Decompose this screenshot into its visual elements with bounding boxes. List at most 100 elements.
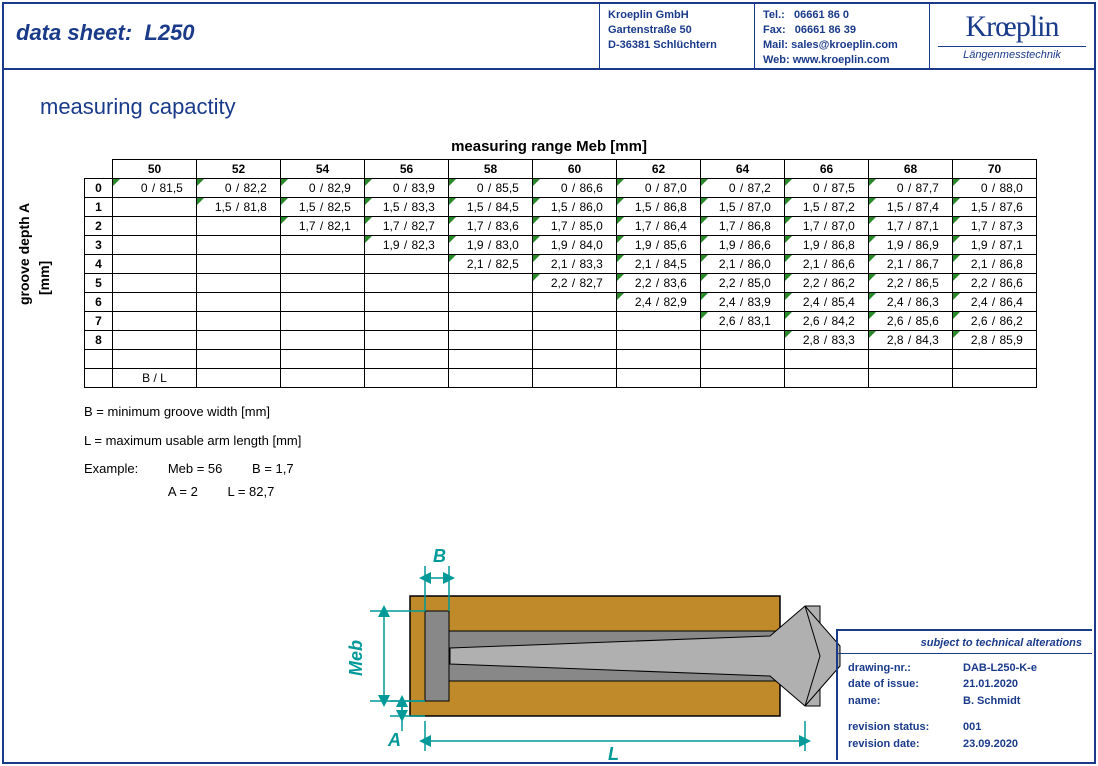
note-b: B = minimum groove width [mm] (84, 398, 1058, 427)
table-cell: 2,1/83,3 (533, 255, 617, 274)
table-cell: 2,1/82,5 (449, 255, 533, 274)
table-cell (113, 312, 197, 331)
table-cell (113, 331, 197, 350)
header: data sheet: L250 Kroeplin GmbH Gartenstr… (4, 4, 1094, 70)
table-cell: 2,4/86,3 (869, 293, 953, 312)
table-cell (281, 331, 365, 350)
table-cell: 1,5/87,4 (869, 198, 953, 217)
table-cell: 1,9/86,8 (785, 236, 869, 255)
table-cell: 1,5/82,5 (281, 198, 365, 217)
table-cell: 2,8/85,9 (953, 331, 1037, 350)
table-cell: 2,1/84,5 (617, 255, 701, 274)
table-cell: 1,9/87,1 (953, 236, 1037, 255)
row-header: 0 (85, 179, 113, 198)
table-cell (365, 255, 449, 274)
dimension-diagram: B Meb A L (340, 536, 860, 766)
table-cell: 1,5/83,3 (365, 198, 449, 217)
table-cell: 1,9/86,6 (701, 236, 785, 255)
table-cell (365, 312, 449, 331)
table-cell (281, 236, 365, 255)
section-title: measuring capactity (40, 94, 1058, 120)
table-cell (197, 217, 281, 236)
table-cell: 1,9/83,0 (449, 236, 533, 255)
table-cell: 2,8/83,3 (785, 331, 869, 350)
table-cell (365, 331, 449, 350)
y-axis-unit: [mm] (36, 261, 52, 295)
table-cell: 2,1/86,7 (869, 255, 953, 274)
table-cell (449, 274, 533, 293)
table-cell (113, 255, 197, 274)
table-cell (113, 293, 197, 312)
table-cell (449, 331, 533, 350)
table-cell: 1,7/82,1 (281, 217, 365, 236)
table-cell (113, 236, 197, 255)
table-cell (197, 255, 281, 274)
table-cell (113, 274, 197, 293)
table-cell: 1,5/86,8 (617, 198, 701, 217)
table-cell (197, 293, 281, 312)
table-cell (533, 293, 617, 312)
row-header: 3 (85, 236, 113, 255)
table-cell (365, 274, 449, 293)
example-a: A = 2 (168, 484, 198, 499)
dim-label-l: L (608, 744, 619, 764)
table-cell: 0/86,6 (533, 179, 617, 198)
sheet-frame: data sheet: L250 Kroeplin GmbH Gartenstr… (2, 2, 1096, 764)
table-cell (365, 293, 449, 312)
table-cell: 2,1/86,6 (785, 255, 869, 274)
table-cell: 1,9/86,9 (869, 236, 953, 255)
table-cell (281, 255, 365, 274)
table-cell: 1,5/86,0 (533, 198, 617, 217)
logo-text: Krœplin (930, 10, 1094, 44)
table-cell: 1,7/87,3 (953, 217, 1037, 236)
table-cell: 0/82,9 (281, 179, 365, 198)
example-l: L = 82,7 (227, 484, 274, 499)
table-cell: 0/87,5 (785, 179, 869, 198)
col-header: 68 (869, 160, 953, 179)
col-header: 56 (365, 160, 449, 179)
col-header: 62 (617, 160, 701, 179)
table-cell: 1,9/82,3 (365, 236, 449, 255)
example-meb: Meb = 56 (168, 461, 223, 476)
dim-label-meb: Meb (346, 640, 366, 676)
row-header: 4 (85, 255, 113, 274)
col-header: 64 (701, 160, 785, 179)
table-cell (617, 331, 701, 350)
table-cell: 2,4/86,4 (953, 293, 1037, 312)
table-cell: 1,7/87,1 (869, 217, 953, 236)
table-cell (197, 236, 281, 255)
col-header: 60 (533, 160, 617, 179)
table-cell: 1,7/83,6 (449, 217, 533, 236)
capacity-table: 505254565860626466687000/81,50/82,20/82,… (84, 159, 1037, 388)
table-cell: 2,6/84,2 (785, 312, 869, 331)
table-cell: 2,2/82,7 (533, 274, 617, 293)
company-city: D-36381 Schlüchtern (608, 39, 717, 51)
table-cell (449, 293, 533, 312)
table-cell: 2,6/85,6 (869, 312, 953, 331)
table-cell: 2,2/85,0 (701, 274, 785, 293)
table-cell: 2,1/86,8 (953, 255, 1037, 274)
table-cell (113, 217, 197, 236)
body: measuring capactity measuring range Meb … (4, 70, 1094, 499)
company-contact: Tel.: 06661 86 0 Fax: 06661 86 39 Mail: … (754, 4, 929, 68)
table-cell: 2,2/83,6 (617, 274, 701, 293)
title-model: L250 (144, 20, 194, 45)
table-cell: 0/85,5 (449, 179, 533, 198)
company-street: Gartenstraße 50 (608, 24, 692, 36)
table-cell: 0/88,0 (953, 179, 1037, 198)
note-l: L = maximum usable arm length [mm] (84, 427, 1058, 456)
table-cell: 2,1/86,0 (701, 255, 785, 274)
table-cell: 1,7/86,4 (617, 217, 701, 236)
table-cell: 1,9/85,6 (617, 236, 701, 255)
example-b: B = 1,7 (252, 461, 294, 476)
table-cell (281, 293, 365, 312)
table-cell: 0/87,0 (617, 179, 701, 198)
datasheet-title: data sheet: L250 (4, 4, 599, 68)
table-cell: 1,7/82,7 (365, 217, 449, 236)
row-header: 6 (85, 293, 113, 312)
table-cell (533, 331, 617, 350)
alterations-notice: subject to technical alterations (838, 631, 1092, 654)
bl-label: B / L (113, 369, 197, 388)
table-cell: 1,5/84,5 (449, 198, 533, 217)
table-cell: 2,4/82,9 (617, 293, 701, 312)
